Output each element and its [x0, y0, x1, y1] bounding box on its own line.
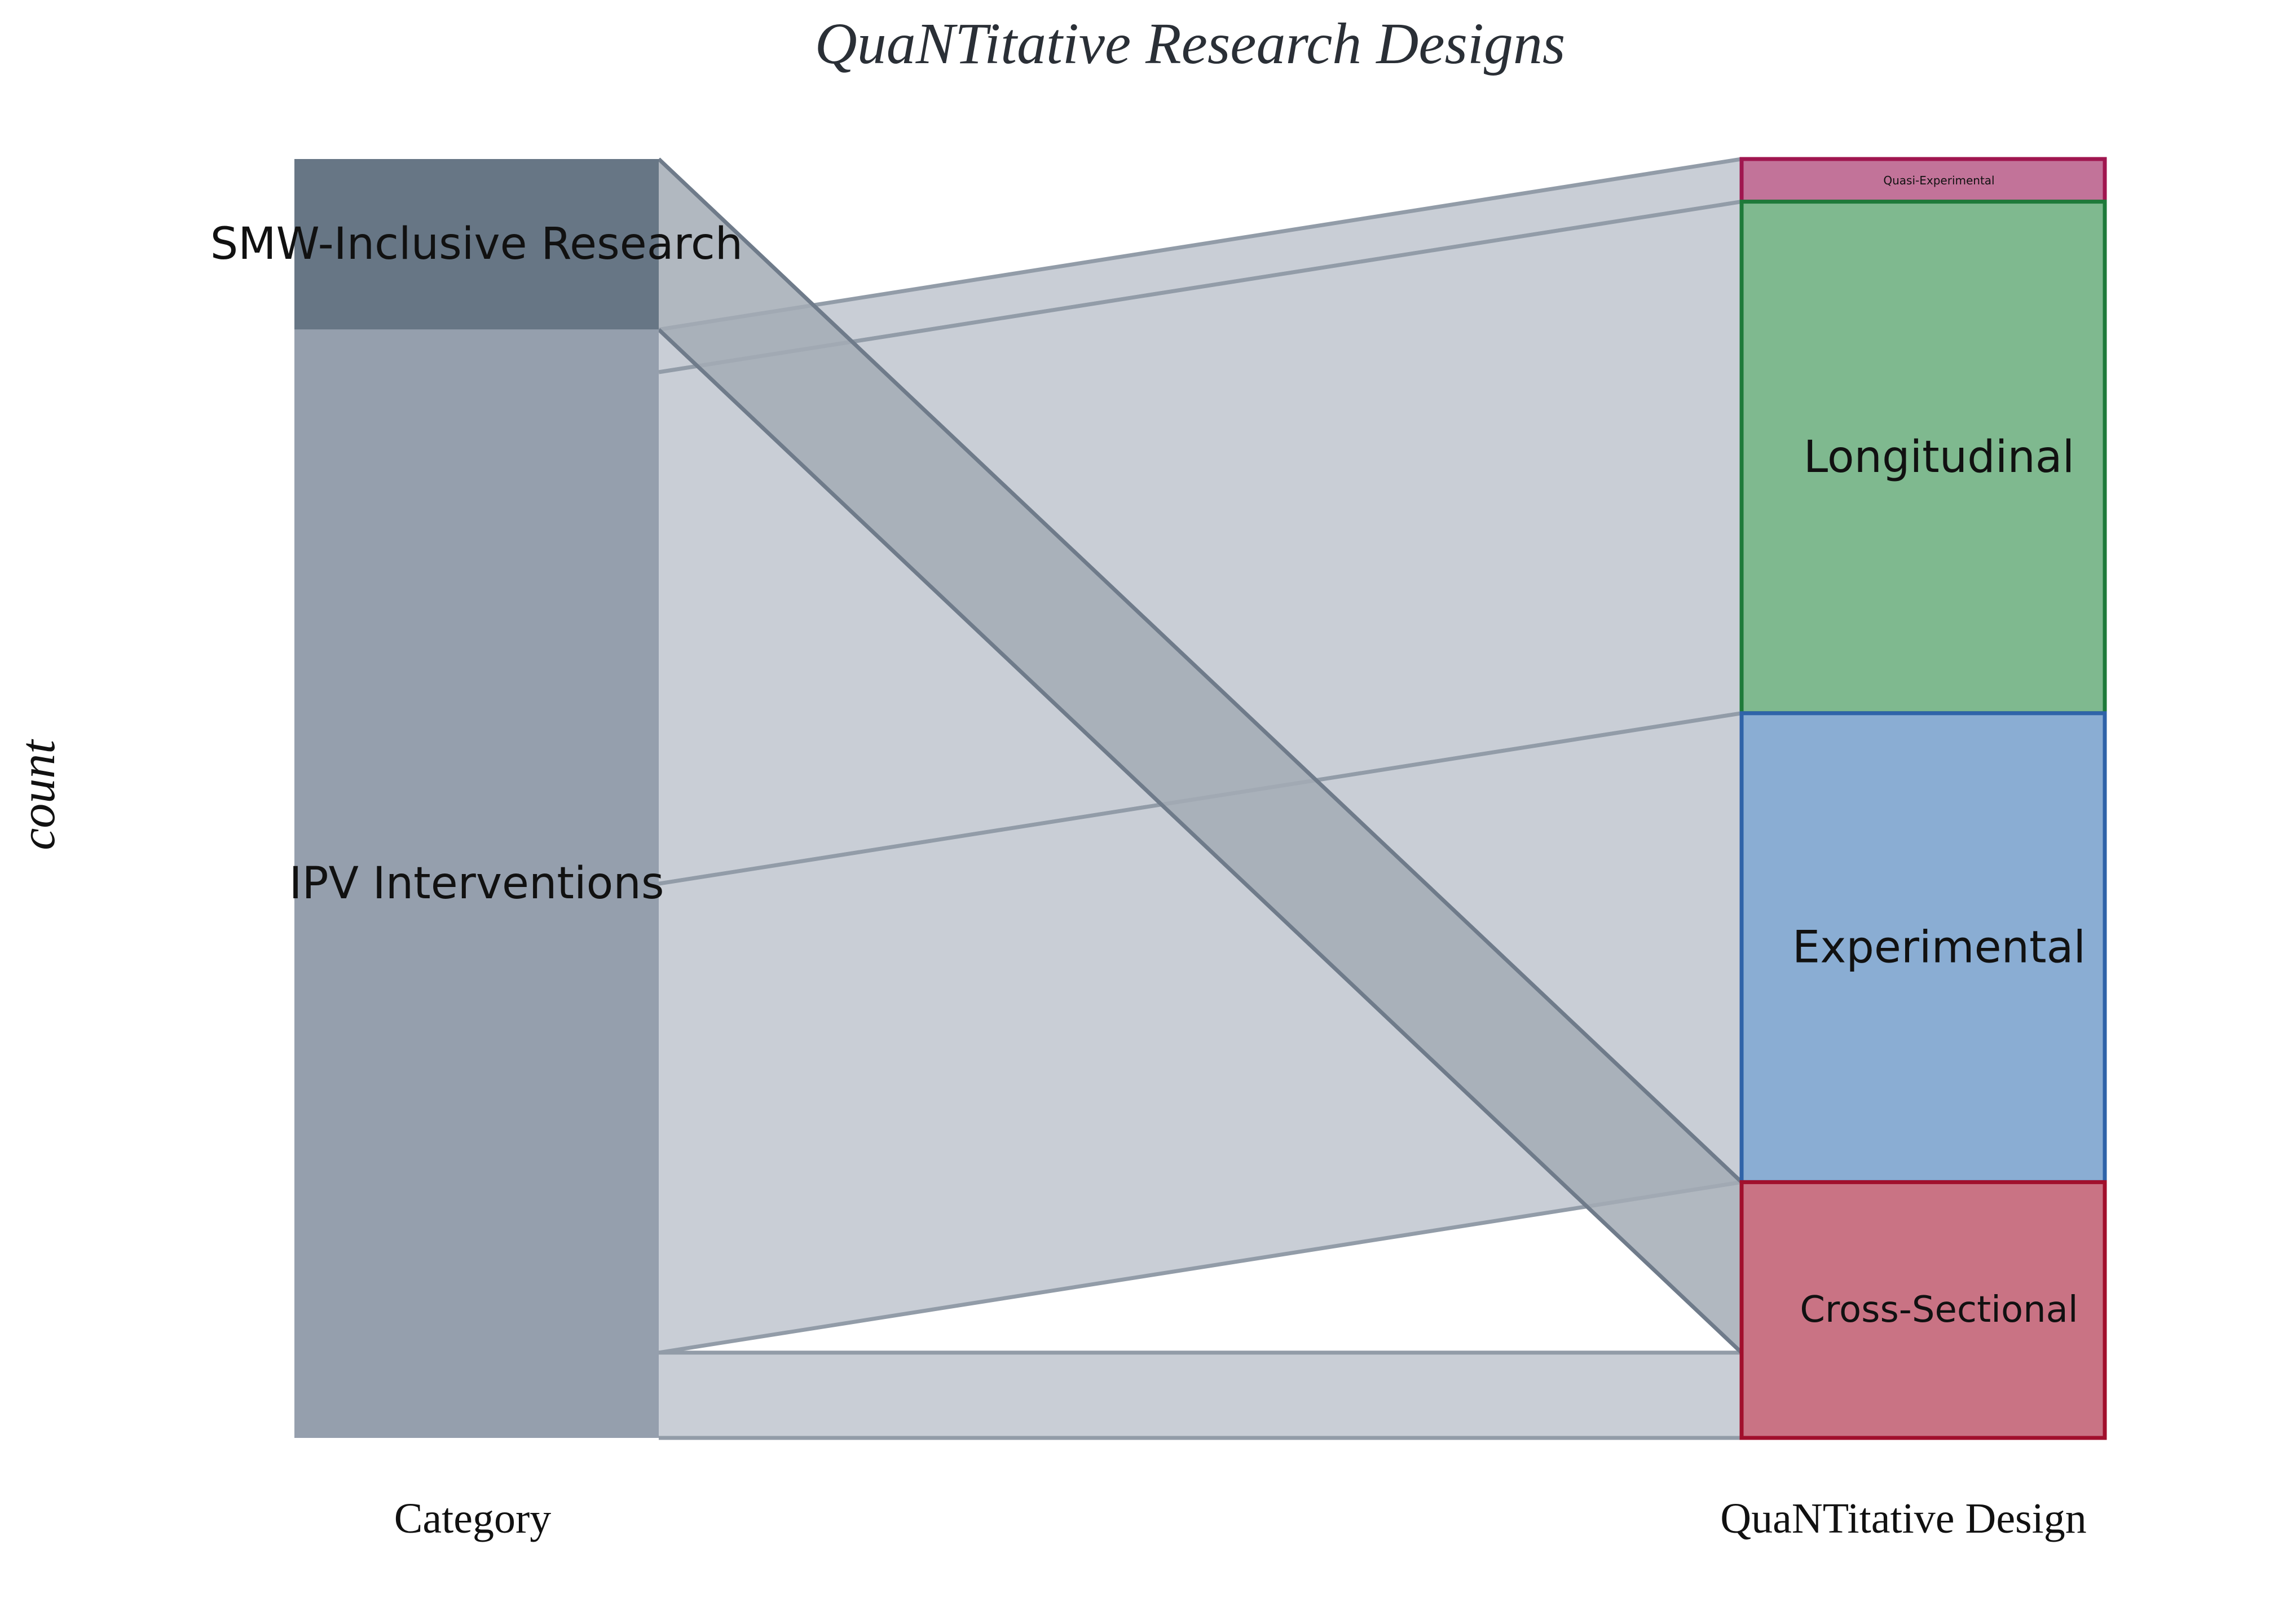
node-quasi-experimental	[1739, 157, 2107, 204]
flow-ipv-interventions-to-quasi-experimental-top-edge	[658, 157, 1742, 332]
nodes-group	[294, 157, 2107, 1440]
flow-ipv-interventions-to-quasi-experimental	[659, 159, 1742, 372]
flow-smw-inclusive-research-to-cross-sectional-top-edge	[657, 157, 1743, 1184]
labels-group: SMW-Inclusive Research IPV Interventions Q…	[210, 174, 2086, 1331]
node-cross-sectional	[1739, 1180, 2107, 1440]
flow-ipv-interventions-to-longitudinal	[659, 201, 1742, 884]
chart-title: QuaNTitative Research Designs	[815, 11, 1566, 76]
node-smw-inclusive-research	[294, 159, 659, 330]
node-label-ipv-interventions: IPV Interventions	[289, 858, 664, 909]
node-longitudinal	[1739, 200, 2107, 716]
axis-label-category: Category	[394, 1495, 552, 1542]
flow-ipv-interventions-to-experimental-bottom-edge	[658, 1180, 1742, 1355]
flow-smw-inclusive-research-to-cross-sectional	[659, 159, 1742, 1353]
flow-ipv-interventions-to-experimental	[659, 713, 1742, 1353]
flows-group	[657, 157, 1743, 1440]
node-experimental	[1739, 711, 2107, 1184]
axis-label-quantitative-design: QuaNTitative Design	[1720, 1495, 2087, 1542]
node-label-experimental: Experimental	[1792, 923, 2086, 973]
node-ipv-interventions	[294, 329, 659, 1438]
y-axis-label: count	[11, 739, 65, 850]
flow-smw-inclusive-research-to-cross-sectional-bottom-edge	[657, 328, 1743, 1354]
node-label-quasi-experimental: Quasi-Experimental	[1883, 174, 1994, 187]
node-label-longitudinal: Longitudinal	[1804, 432, 2075, 483]
node-label-cross-sectional: Cross-Sectional	[1800, 1289, 2078, 1331]
flow-ipv-interventions-to-cross-sectional	[659, 1352, 1742, 1438]
node-label-smw-inclusive-research: SMW-Inclusive Research	[210, 219, 743, 270]
